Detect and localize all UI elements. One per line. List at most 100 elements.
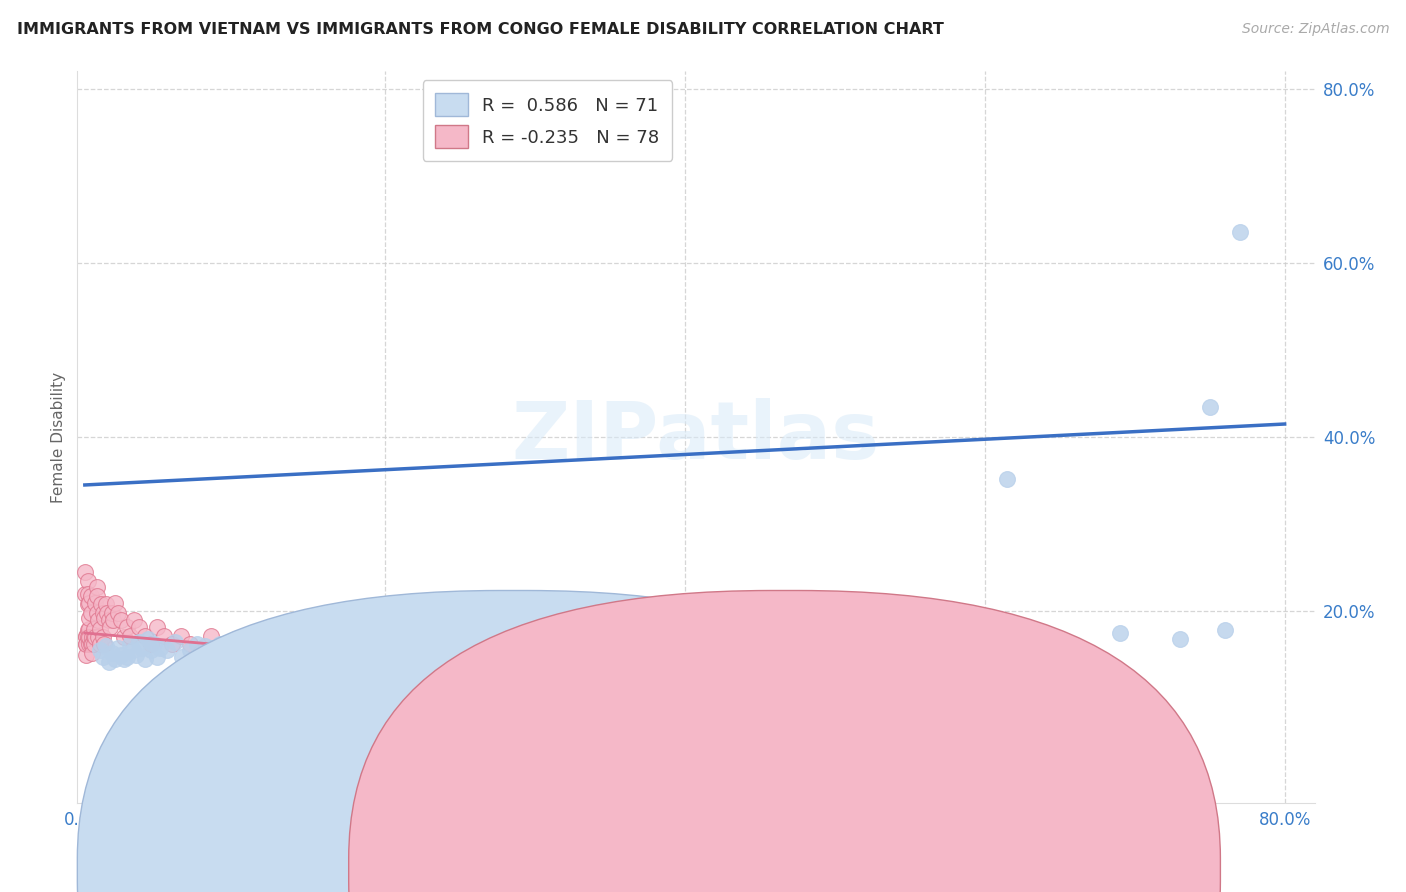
Point (121, 643, 143, 657)
Point (82, 631, 104, 645)
Point (163, 634, 186, 648)
Point (824, 632, 846, 646)
Point (208, 637, 231, 651)
Point (118, 629, 141, 643)
Point (1213, 624, 1236, 638)
Point (125, 648, 148, 662)
Text: Source: ZipAtlas.com: Source: ZipAtlas.com (1241, 22, 1389, 37)
Point (898, 637, 921, 651)
Point (97, 655, 120, 669)
Point (501, 673, 523, 688)
Point (76, 587, 98, 601)
Point (101, 646, 124, 660)
Point (73, 565, 96, 579)
Point (87, 631, 110, 645)
Text: ZIPatlas: ZIPatlas (512, 398, 880, 476)
Point (82, 637, 104, 651)
Point (89, 637, 111, 651)
Point (538, 682, 561, 697)
Point (94, 597, 117, 611)
Point (170, 629, 193, 643)
Point (179, 643, 201, 657)
Point (86, 580, 108, 594)
Point (149, 640, 172, 655)
Point (75, 631, 97, 645)
Point (136, 632, 159, 646)
Point (91, 649, 114, 664)
Point (118, 637, 141, 651)
Point (76, 597, 98, 611)
Point (79, 631, 101, 645)
Point (115, 649, 138, 664)
Point (436, 657, 458, 671)
Point (1108, 626, 1130, 640)
Point (98, 620, 121, 634)
Point (104, 595, 127, 609)
Point (311, 664, 333, 678)
Point (89, 622, 111, 636)
Point (1049, 632, 1071, 646)
Point (332, 648, 354, 662)
Point (134, 629, 156, 643)
Point (124, 613, 146, 627)
Point (786, 632, 808, 646)
Point (83, 631, 105, 645)
Point (79, 622, 101, 636)
Point (464, 632, 486, 646)
Point (75, 637, 97, 651)
Point (146, 649, 169, 664)
Point (146, 620, 169, 634)
Point (239, 629, 262, 643)
Point (91, 631, 114, 645)
Point (104, 652, 127, 666)
Point (186, 637, 208, 651)
Point (628, 669, 651, 683)
Point (343, 631, 366, 645)
Point (388, 631, 411, 645)
Point (139, 643, 162, 657)
Point (599, 634, 621, 648)
Point (179, 637, 201, 651)
Point (995, 472, 1018, 486)
Point (75, 648, 97, 662)
Point (76, 631, 98, 645)
Point (356, 655, 378, 669)
Point (253, 637, 276, 651)
Point (467, 665, 489, 680)
Point (110, 613, 132, 627)
Point (89, 643, 111, 657)
Point (172, 649, 194, 664)
Point (86, 589, 108, 603)
Y-axis label: Female Disability: Female Disability (51, 371, 66, 503)
Point (76, 574, 98, 588)
Point (201, 640, 224, 655)
Point (224, 648, 246, 662)
Point (329, 637, 352, 651)
Point (115, 620, 138, 634)
Point (110, 648, 132, 662)
Point (79, 611, 101, 625)
Point (1168, 632, 1191, 646)
Point (112, 652, 135, 666)
Point (284, 637, 307, 651)
Point (80, 637, 103, 651)
Point (131, 640, 153, 655)
Point (200, 629, 222, 643)
Point (93, 637, 115, 651)
Point (748, 652, 770, 666)
Point (128, 620, 150, 634)
Point (80, 589, 103, 603)
Point (239, 637, 262, 651)
Point (96, 606, 118, 620)
Point (75, 629, 97, 643)
Point (97, 613, 120, 627)
Point (79, 595, 101, 609)
Point (93, 611, 115, 625)
Point (134, 652, 156, 666)
Point (718, 632, 741, 646)
Point (211, 637, 233, 651)
Point (314, 634, 336, 648)
Point (94, 639, 117, 653)
Text: Immigrants from Congo: Immigrants from Congo (815, 855, 1012, 872)
Point (80, 606, 103, 620)
